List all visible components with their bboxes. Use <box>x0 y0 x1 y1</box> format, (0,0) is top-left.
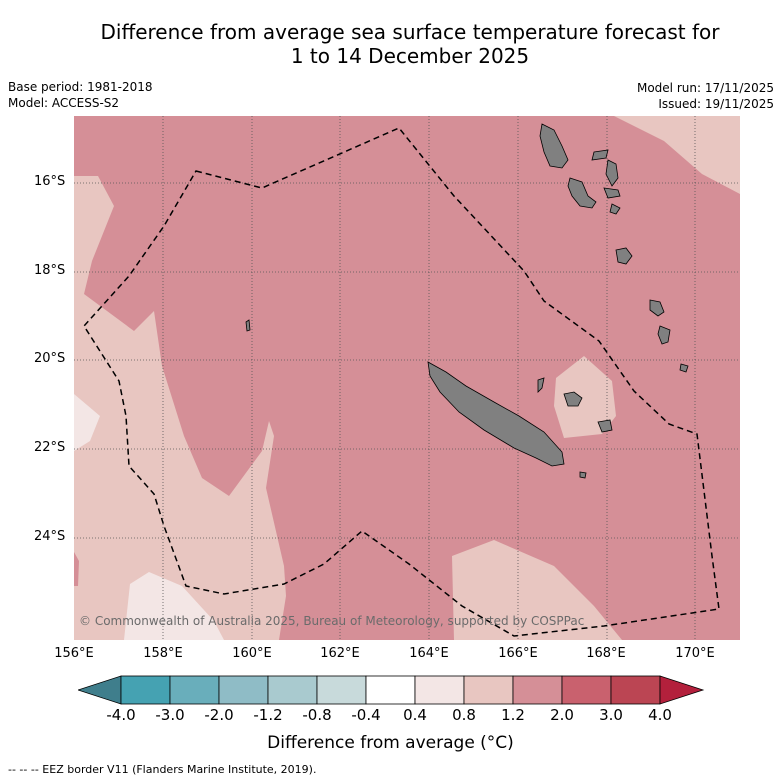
island-d <box>609 203 621 215</box>
lon-label-156e: 156°E <box>54 646 94 661</box>
malakula-island <box>567 177 597 209</box>
lon-label-158e: 158°E <box>143 646 183 661</box>
new-caledonia-island <box>427 361 565 467</box>
lon-label-164e: 164°E <box>409 646 449 661</box>
lat-label-22s: 22°S <box>34 440 66 455</box>
zone-1-2-to-2-0-sliver <box>74 552 79 586</box>
colorbar <box>78 675 705 705</box>
colorbar-segment <box>120 675 171 705</box>
colorbar-tick: -4.0 <box>106 706 136 724</box>
colorbar-tick: -2.0 <box>204 706 234 724</box>
map-title-line-2: 1 to 14 December 2025 <box>290 44 530 68</box>
copyright-credit: © Commonwealth of Australia 2025, Bureau… <box>79 614 585 628</box>
zone-0-8-to-1-2-east-patch <box>554 356 616 438</box>
lon-label-168e: 168°E <box>586 646 626 661</box>
lifou-island <box>563 391 583 407</box>
colorbar-segment <box>561 675 612 705</box>
lon-label-166e: 166°E <box>498 646 538 661</box>
colorbar-tick: -1.2 <box>253 706 283 724</box>
colorbar-segment <box>463 675 514 705</box>
zone-0-8-to-1-2-west <box>74 176 286 640</box>
colorbar-segment <box>267 675 318 705</box>
lat-label-20s: 20°S <box>34 351 66 366</box>
colorbar-min-arrow <box>78 675 122 705</box>
issued-text: Issued: 19/11/2025 <box>658 97 774 111</box>
colorbar-segment <box>316 675 367 705</box>
colorbar-segment <box>414 675 465 705</box>
zone-0-4-to-0-8-south <box>124 572 224 640</box>
zone-0-4-to-0-8-west <box>74 394 100 451</box>
colorbar-label: Difference from average (°C) <box>267 733 514 753</box>
efate-island <box>615 247 633 265</box>
island-c <box>603 187 621 199</box>
zone-0-8-to-1-2-south <box>452 540 622 640</box>
colorbar-tick: 1.2 <box>501 706 525 724</box>
island-a <box>591 149 609 161</box>
colorbar-segment <box>365 675 416 705</box>
colorbar-max-arrow <box>659 675 705 705</box>
colorbar-tick: 4.0 <box>648 706 672 724</box>
espiritu-santo-island <box>539 123 569 169</box>
lon-label-160e: 160°E <box>232 646 272 661</box>
lat-label-24s: 24°S <box>34 529 66 544</box>
model-run-text: Model run: 17/11/2025 <box>636 81 774 95</box>
graticule <box>74 116 740 640</box>
colorbar-tick: 0.4 <box>403 706 427 724</box>
island-e <box>679 363 689 373</box>
lon-label-170e: 170°E <box>675 646 715 661</box>
colorbar-tick: -0.4 <box>351 706 381 724</box>
colorbar-tick: 0.8 <box>452 706 476 724</box>
ouvea-islet <box>537 377 545 393</box>
colorbar-tick: -3.0 <box>155 706 185 724</box>
island-b <box>605 159 619 187</box>
colorbar-tick: -0.8 <box>302 706 332 724</box>
colorbar-tick: 2.0 <box>550 706 574 724</box>
land-masses <box>245 123 689 479</box>
lon-label-162e: 162°E <box>320 646 360 661</box>
tanna-island <box>657 325 671 345</box>
lat-label-18s: 18°S <box>34 263 66 278</box>
sst-anomaly-map <box>74 116 740 640</box>
colorbar-segment <box>218 675 269 705</box>
colorbar-segment <box>169 675 220 705</box>
chesterfield-islet <box>245 319 251 332</box>
walpole-islet <box>579 471 587 479</box>
base-period-text: Base period: 1981-2018 <box>8 80 153 94</box>
mare-island <box>597 419 613 433</box>
eez-legend: -- -- -- EEZ border V11 (Flanders Marine… <box>8 763 317 776</box>
lat-label-16s: 16°S <box>34 174 66 189</box>
model-text: Model: ACCESS-S2 <box>8 96 120 110</box>
eez-border <box>83 127 720 637</box>
colorbar-segment <box>610 675 661 705</box>
colorbar-segment <box>512 675 563 705</box>
erromango-island <box>649 299 665 317</box>
zone-0-8-to-1-2-northeast <box>614 116 740 194</box>
map-title-line-1: Difference from average sea surface temp… <box>100 20 720 44</box>
colorbar-tick: 3.0 <box>599 706 623 724</box>
